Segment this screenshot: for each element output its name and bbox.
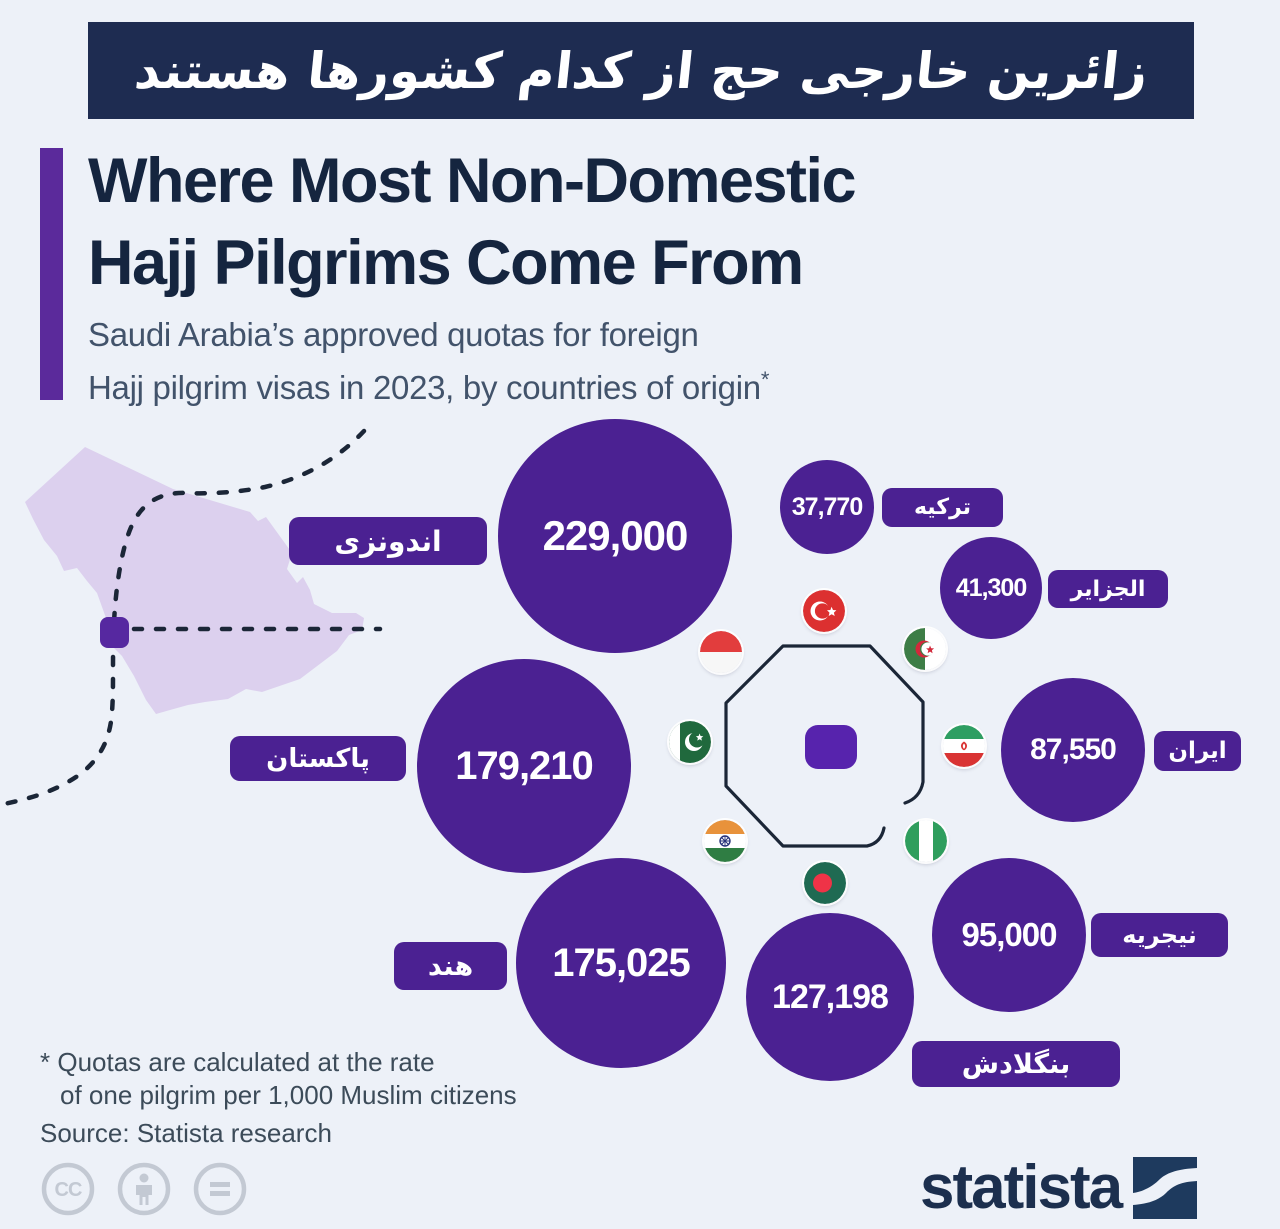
footnote-line-1: * Quotas are calculated at the rate — [40, 1047, 435, 1077]
label-pill-indonesia: اندونزی — [289, 517, 487, 565]
no-derivatives-icon — [193, 1162, 247, 1216]
bubble-value: 95,000 — [961, 916, 1058, 953]
kaaba-center-icon — [805, 725, 857, 769]
bubble-pakistan: 179,210 — [417, 659, 631, 873]
bubble-indonesia: 229,000 — [498, 419, 732, 653]
label-pill-algeria: الجزایر — [1048, 570, 1168, 608]
label-pill-bangladesh: بنگلادش — [912, 1041, 1120, 1087]
statista-logo-icon — [1133, 1156, 1198, 1219]
label-pill-pakistan: پاکستان — [230, 736, 406, 781]
bubble-iran: 87,550 — [1001, 678, 1145, 822]
title-accent-bar — [40, 148, 63, 400]
cc-icon: CC — [41, 1162, 95, 1216]
bubble-value: 229,000 — [542, 512, 689, 559]
bubble-bangladesh: 127,198 — [746, 913, 914, 1081]
bubble-value: 179,210 — [455, 743, 594, 788]
mecca-marker — [100, 617, 129, 648]
bubble-value: 41,300 — [955, 573, 1027, 602]
saudi-arabia-map — [25, 447, 364, 714]
indonesia-flag-icon — [700, 631, 742, 673]
title-line-1: Where Most Non-Domestic — [88, 146, 857, 216]
banner-title-fa: زائرین خارجی حج از کدام کشورها هستند — [131, 41, 1151, 100]
source-text: Source: Statista research — [40, 1118, 332, 1148]
bubble-turkey: 37,770 — [780, 460, 874, 554]
footnote-marker: * — [760, 367, 770, 392]
subtitle-line-2: Hajj pilgrim visas in 2023, by countries… — [88, 367, 770, 406]
india-flag-icon — [704, 820, 746, 862]
page-title: Where Most Non-Domestic Hajj Pilgrims Co… — [88, 140, 1188, 304]
attribution-icon — [117, 1162, 171, 1216]
kaaba-octagon-icon — [724, 644, 925, 848]
bubble-value: 175,025 — [552, 940, 691, 985]
bubble-value: 87,550 — [1030, 733, 1117, 766]
bubble-value: 37,770 — [791, 492, 863, 521]
statista-wordmark: statista — [920, 1153, 1123, 1222]
label-pill-nigeria: نیجریه — [1091, 913, 1228, 957]
banner: زائرین خارجی حج از کدام کشورها هستند — [88, 22, 1194, 119]
nigeria-flag-icon — [905, 820, 947, 862]
label-pill-iran: ایران — [1154, 731, 1241, 771]
subtitle-line-1: Saudi Arabia’s approved quotas for forei… — [88, 316, 699, 353]
svg-text:CC: CC — [55, 1179, 82, 1201]
footnote: * Quotas are calculated at the rate of o… — [40, 1046, 660, 1112]
turkey-flag-icon — [803, 590, 845, 632]
label-pill-turkey: ترکیه — [882, 488, 1003, 527]
footnote-line-2: of one pilgrim per 1,000 Muslim citizens — [60, 1080, 517, 1110]
bubble-algeria: 41,300 — [940, 537, 1042, 639]
bubble-value: 127,198 — [772, 977, 889, 1016]
route-dashed-curve — [0, 428, 367, 808]
title-line-2: Hajj Pilgrims Come From — [88, 228, 804, 298]
bubble-nigeria: 95,000 — [932, 858, 1086, 1012]
algeria-flag-icon — [904, 628, 946, 670]
statista-branding: statista — [920, 1152, 1198, 1223]
license-icons: CC — [40, 1161, 248, 1217]
bangladesh-flag-icon — [804, 862, 846, 904]
label-pill-india: هند — [394, 942, 507, 990]
pakistan-flag-icon — [669, 721, 711, 763]
iran-flag-icon — [943, 725, 985, 767]
page-subtitle: Saudi Arabia’s approved quotas for forei… — [88, 312, 1138, 410]
bubble-india: 175,025 — [516, 858, 726, 1068]
